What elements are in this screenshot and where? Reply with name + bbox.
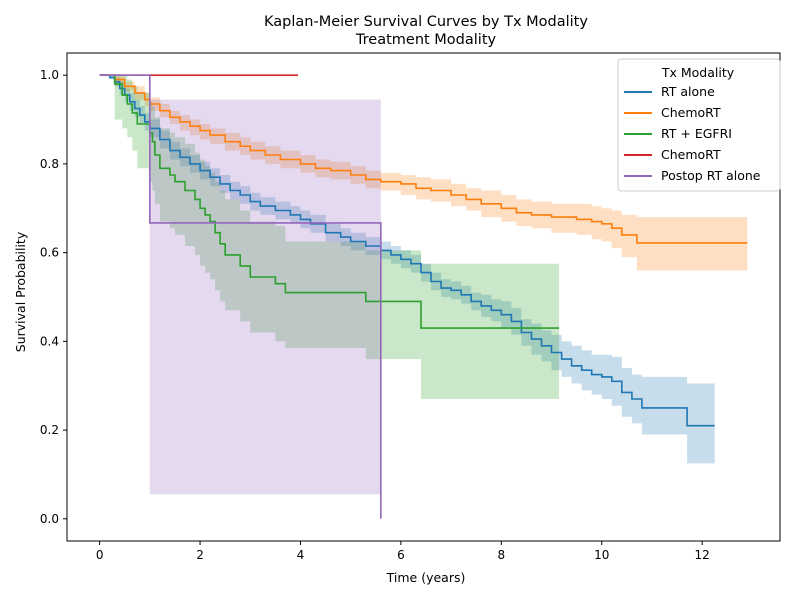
legend-label-1: ChemoRT <box>661 105 721 120</box>
x-axis-ticks: 0 2 4 6 8 10 12 <box>96 541 710 562</box>
ci-band-0 <box>99 75 715 464</box>
survival-line-2 <box>99 74 560 329</box>
y-tick-label: 0.4 <box>40 334 59 348</box>
legend-label-2: RT + EGFRI <box>661 126 732 141</box>
axes-frame <box>66 52 781 542</box>
x-tick-label: 0 <box>96 548 104 562</box>
x-tick-label: 4 <box>297 548 305 562</box>
y-axis-label: Survival Probability <box>13 231 28 352</box>
confidence-bands <box>99 75 748 519</box>
ci-band-2 <box>99 75 560 399</box>
y-tick-label: 0.8 <box>40 157 59 171</box>
x-tick-label: 12 <box>695 548 710 562</box>
survival-line-1 <box>99 74 748 244</box>
legend-title: Tx Modality <box>661 65 735 80</box>
y-tick-label: 0.0 <box>40 512 59 526</box>
x-tick-label: 6 <box>397 548 405 562</box>
y-tick-label: 1.0 <box>40 68 59 82</box>
ci-band-4 <box>99 75 381 519</box>
legend-label-3: ChemoRT <box>661 147 721 162</box>
survival-line-4 <box>99 74 382 519</box>
legend: Tx Modality RT alone ChemoRT RT + EGFRI Che… <box>617 58 781 192</box>
y-tick-label: 0.2 <box>40 423 59 437</box>
y-tick-label: 0.6 <box>40 246 59 260</box>
x-tick-label: 10 <box>594 548 609 562</box>
chart-title: Kaplan-Meier Survival Curves by Tx Modal… <box>264 14 588 30</box>
legend-label-4: Postop RT alone <box>661 168 761 183</box>
legend-items: RT alone ChemoRT RT + EGFRI ChemoRT Postop R… <box>624 84 761 183</box>
y-axis-ticks: 0.0 0.2 0.4 0.6 0.8 1.0 <box>40 68 67 526</box>
x-axis-label: Time (years) <box>386 570 466 585</box>
chart-subtitle: Treatment Modality <box>355 32 497 48</box>
legend-box <box>617 58 781 192</box>
legend-label-0: RT alone <box>661 84 715 99</box>
x-tick-label: 2 <box>196 548 204 562</box>
x-tick-label: 8 <box>498 548 506 562</box>
ci-band-1 <box>99 75 748 271</box>
survival-curves <box>99 74 748 519</box>
survival-line-0 <box>99 74 715 427</box>
